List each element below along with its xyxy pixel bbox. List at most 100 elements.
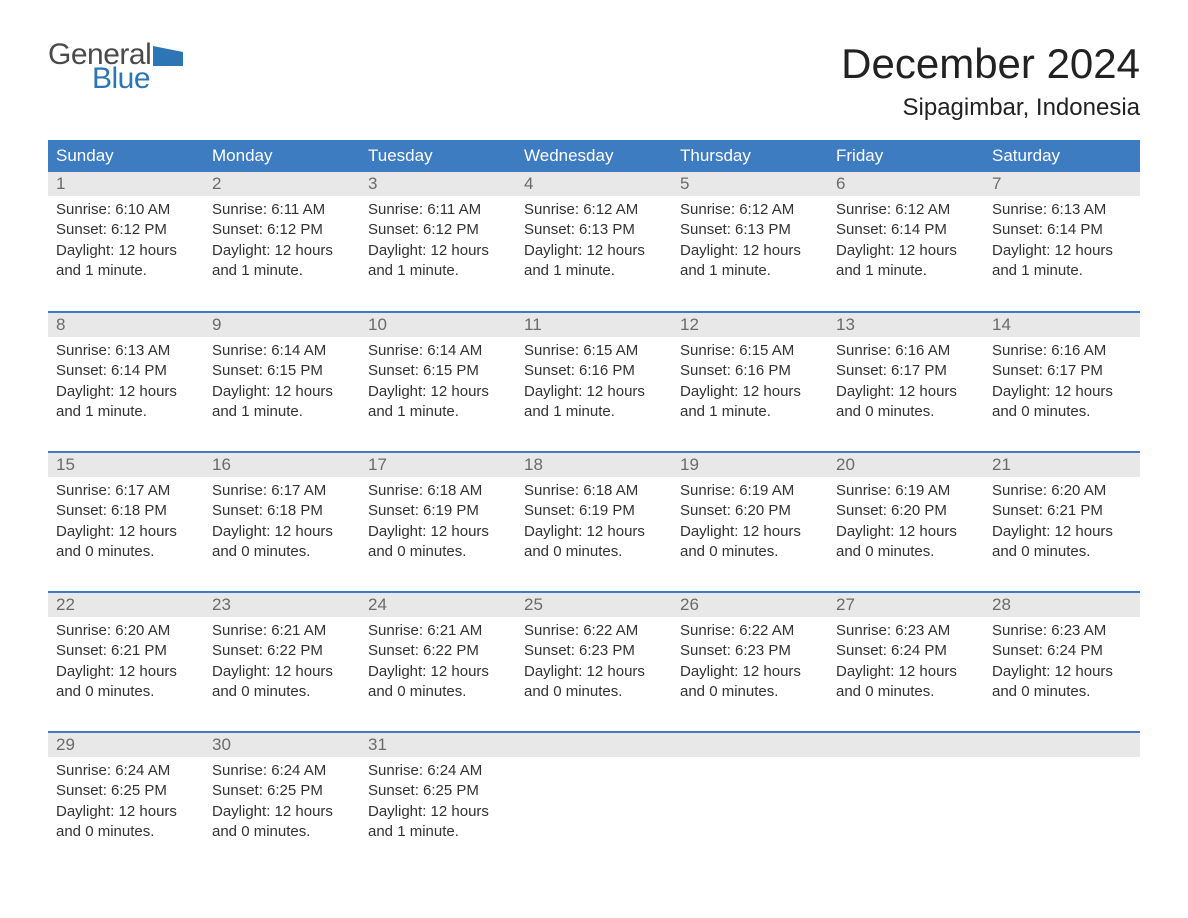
day-number: 14 <box>984 313 1140 337</box>
day-cell: 2Sunrise: 6:11 AMSunset: 6:12 PMDaylight… <box>204 172 360 312</box>
day-number-empty <box>828 733 984 757</box>
week-row: 15Sunrise: 6:17 AMSunset: 6:18 PMDayligh… <box>48 452 1140 592</box>
sunset-text: Sunset: 6:14 PM <box>992 220 1132 240</box>
sunset-text: Sunset: 6:25 PM <box>368 781 508 801</box>
sunset-text: Sunset: 6:14 PM <box>56 361 196 381</box>
day-number: 3 <box>360 172 516 196</box>
day-body: Sunrise: 6:12 AMSunset: 6:13 PMDaylight:… <box>672 196 828 289</box>
day-body: Sunrise: 6:15 AMSunset: 6:16 PMDaylight:… <box>672 337 828 430</box>
daylight-text: Daylight: 12 hours and 0 minutes. <box>992 382 1132 423</box>
daylight-text: Daylight: 12 hours and 1 minute. <box>524 241 664 282</box>
day-number: 29 <box>48 733 204 757</box>
day-body: Sunrise: 6:16 AMSunset: 6:17 PMDaylight:… <box>828 337 984 430</box>
sunset-text: Sunset: 6:13 PM <box>524 220 664 240</box>
day-body: Sunrise: 6:11 AMSunset: 6:12 PMDaylight:… <box>360 196 516 289</box>
sunrise-text: Sunrise: 6:13 AM <box>992 200 1132 220</box>
daylight-text: Daylight: 12 hours and 1 minute. <box>836 241 976 282</box>
sunrise-text: Sunrise: 6:12 AM <box>524 200 664 220</box>
day-cell: 13Sunrise: 6:16 AMSunset: 6:17 PMDayligh… <box>828 312 984 452</box>
week-row: 29Sunrise: 6:24 AMSunset: 6:25 PMDayligh… <box>48 732 1140 872</box>
day-cell: 27Sunrise: 6:23 AMSunset: 6:24 PMDayligh… <box>828 592 984 732</box>
sunrise-text: Sunrise: 6:18 AM <box>368 481 508 501</box>
day-number: 28 <box>984 593 1140 617</box>
day-cell: 14Sunrise: 6:16 AMSunset: 6:17 PMDayligh… <box>984 312 1140 452</box>
day-header-row: Sunday Monday Tuesday Wednesday Thursday… <box>48 140 1140 172</box>
day-body: Sunrise: 6:12 AMSunset: 6:14 PMDaylight:… <box>828 196 984 289</box>
day-body: Sunrise: 6:21 AMSunset: 6:22 PMDaylight:… <box>204 617 360 710</box>
month-title: December 2024 <box>841 40 1140 88</box>
day-cell: 26Sunrise: 6:22 AMSunset: 6:23 PMDayligh… <box>672 592 828 732</box>
day-number: 16 <box>204 453 360 477</box>
daylight-text: Daylight: 12 hours and 1 minute. <box>56 382 196 423</box>
daylight-text: Daylight: 12 hours and 0 minutes. <box>56 662 196 703</box>
day-body: Sunrise: 6:19 AMSunset: 6:20 PMDaylight:… <box>828 477 984 570</box>
sunrise-text: Sunrise: 6:14 AM <box>212 341 352 361</box>
sunrise-text: Sunrise: 6:24 AM <box>212 761 352 781</box>
sunset-text: Sunset: 6:19 PM <box>524 501 664 521</box>
sunrise-text: Sunrise: 6:15 AM <box>524 341 664 361</box>
title-block: December 2024 Sipagimbar, Indonesia <box>841 40 1140 122</box>
day-number: 19 <box>672 453 828 477</box>
sunrise-text: Sunrise: 6:12 AM <box>836 200 976 220</box>
day-cell: 22Sunrise: 6:20 AMSunset: 6:21 PMDayligh… <box>48 592 204 732</box>
day-number: 17 <box>360 453 516 477</box>
sunset-text: Sunset: 6:18 PM <box>212 501 352 521</box>
day-cell: 16Sunrise: 6:17 AMSunset: 6:18 PMDayligh… <box>204 452 360 592</box>
sunset-text: Sunset: 6:24 PM <box>836 641 976 661</box>
day-cell: 6Sunrise: 6:12 AMSunset: 6:14 PMDaylight… <box>828 172 984 312</box>
sunset-text: Sunset: 6:12 PM <box>368 220 508 240</box>
day-body: Sunrise: 6:14 AMSunset: 6:15 PMDaylight:… <box>204 337 360 430</box>
sunrise-text: Sunrise: 6:13 AM <box>56 341 196 361</box>
sunset-text: Sunset: 6:23 PM <box>680 641 820 661</box>
day-cell: 28Sunrise: 6:23 AMSunset: 6:24 PMDayligh… <box>984 592 1140 732</box>
sunrise-text: Sunrise: 6:19 AM <box>836 481 976 501</box>
daylight-text: Daylight: 12 hours and 0 minutes. <box>368 522 508 563</box>
sunrise-text: Sunrise: 6:20 AM <box>56 621 196 641</box>
day-cell <box>672 732 828 872</box>
sunrise-text: Sunrise: 6:19 AM <box>680 481 820 501</box>
day-number: 31 <box>360 733 516 757</box>
day-cell: 4Sunrise: 6:12 AMSunset: 6:13 PMDaylight… <box>516 172 672 312</box>
calendar-table: Sunday Monday Tuesday Wednesday Thursday… <box>48 140 1140 872</box>
sunset-text: Sunset: 6:12 PM <box>212 220 352 240</box>
day-body: Sunrise: 6:17 AMSunset: 6:18 PMDaylight:… <box>204 477 360 570</box>
sunrise-text: Sunrise: 6:17 AM <box>56 481 196 501</box>
sunset-text: Sunset: 6:13 PM <box>680 220 820 240</box>
sunset-text: Sunset: 6:16 PM <box>680 361 820 381</box>
day-cell: 9Sunrise: 6:14 AMSunset: 6:15 PMDaylight… <box>204 312 360 452</box>
sunrise-text: Sunrise: 6:21 AM <box>212 621 352 641</box>
day-body: Sunrise: 6:24 AMSunset: 6:25 PMDaylight:… <box>204 757 360 850</box>
day-cell: 29Sunrise: 6:24 AMSunset: 6:25 PMDayligh… <box>48 732 204 872</box>
day-cell: 8 Sunrise: 6:13 AMSunset: 6:14 PMDaylight… <box>48 312 204 452</box>
day-body: Sunrise: 6:20 AMSunset: 6:21 PMDaylight:… <box>48 617 204 710</box>
daylight-text: Daylight: 12 hours and 0 minutes. <box>680 522 820 563</box>
sunrise-text: Sunrise: 6:24 AM <box>56 761 196 781</box>
day-body: Sunrise: 6:12 AMSunset: 6:13 PMDaylight:… <box>516 196 672 289</box>
day-number: 23 <box>204 593 360 617</box>
sunset-text: Sunset: 6:22 PM <box>212 641 352 661</box>
sunrise-text: Sunrise: 6:18 AM <box>524 481 664 501</box>
daylight-text: Daylight: 12 hours and 1 minute. <box>212 241 352 282</box>
week-row: 22Sunrise: 6:20 AMSunset: 6:21 PMDayligh… <box>48 592 1140 732</box>
sunset-text: Sunset: 6:25 PM <box>212 781 352 801</box>
sunset-text: Sunset: 6:16 PM <box>524 361 664 381</box>
sunrise-text: Sunrise: 6:24 AM <box>368 761 508 781</box>
day-header: Monday <box>204 140 360 172</box>
day-cell: 31Sunrise: 6:24 AMSunset: 6:25 PMDayligh… <box>360 732 516 872</box>
day-header: Tuesday <box>360 140 516 172</box>
day-number: 8 <box>48 313 204 337</box>
sunrise-text: Sunrise: 6:17 AM <box>212 481 352 501</box>
day-body: Sunrise: 6:13 AMSunset: 6:14 PMDaylight:… <box>984 196 1140 289</box>
sunrise-text: Sunrise: 6:15 AM <box>680 341 820 361</box>
sunset-text: Sunset: 6:23 PM <box>524 641 664 661</box>
day-header: Sunday <box>48 140 204 172</box>
day-number-empty <box>984 733 1140 757</box>
day-number: 1 <box>48 172 204 196</box>
day-cell: 3Sunrise: 6:11 AMSunset: 6:12 PMDaylight… <box>360 172 516 312</box>
day-number: 11 <box>516 313 672 337</box>
day-number: 4 <box>516 172 672 196</box>
daylight-text: Daylight: 12 hours and 0 minutes. <box>212 802 352 843</box>
sunrise-text: Sunrise: 6:10 AM <box>56 200 196 220</box>
day-cell: 10Sunrise: 6:14 AMSunset: 6:15 PMDayligh… <box>360 312 516 452</box>
day-body: Sunrise: 6:20 AMSunset: 6:21 PMDaylight:… <box>984 477 1140 570</box>
